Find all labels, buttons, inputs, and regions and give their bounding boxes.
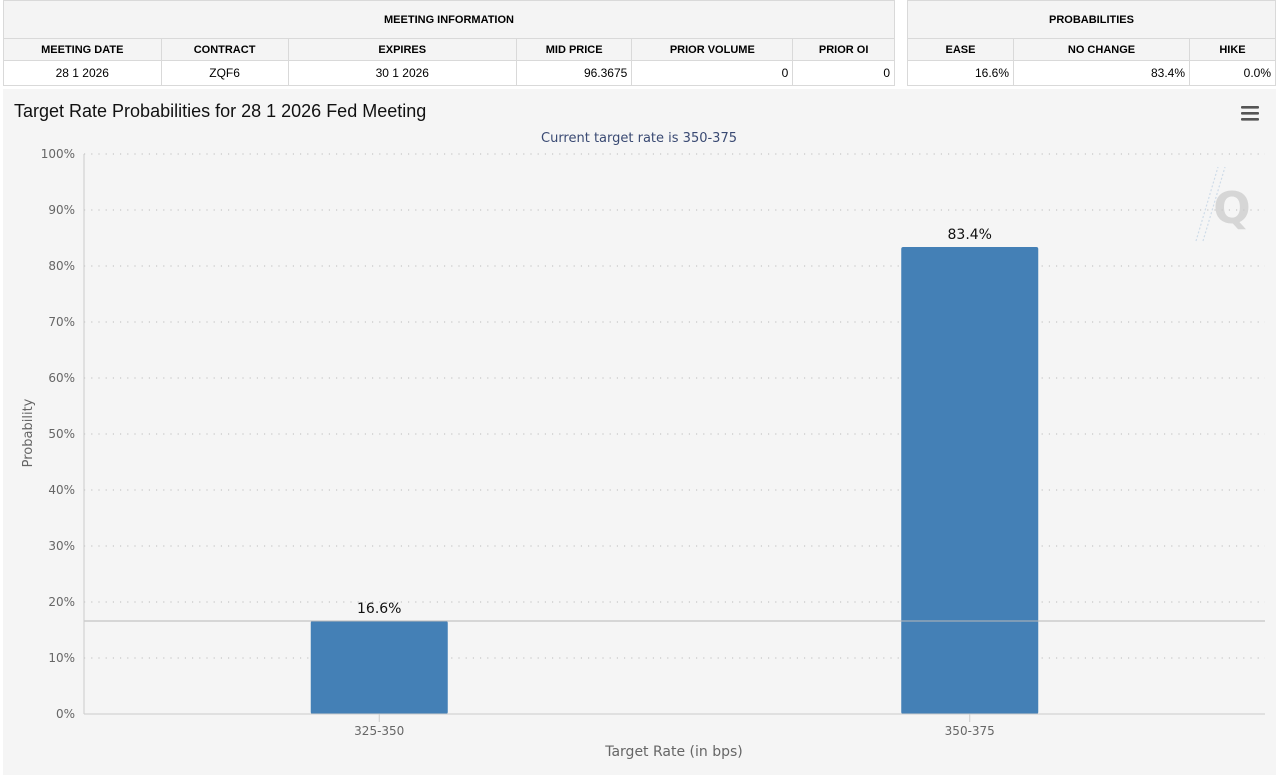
probabilities-header: PROBABILITIES	[907, 0, 1276, 39]
col-ease: EASE	[907, 38, 1014, 61]
x-tick-label: 325-350	[354, 724, 404, 738]
meeting-information-header: MEETING INFORMATION	[3, 0, 895, 39]
y-tick-label: 20%	[48, 595, 75, 609]
col-prior-volume: PRIOR VOLUME	[631, 38, 794, 61]
col-meeting-date: MEETING DATE	[3, 38, 162, 61]
table-row: 28 1 2026 ZQF6 30 1 2026 96.3675 0 0	[3, 60, 895, 86]
no-change-cell: 83.4%	[1013, 60, 1190, 86]
ease-cell: 16.6%	[907, 60, 1014, 86]
y-tick-label: 0%	[56, 707, 75, 721]
y-tick-label: 40%	[48, 483, 75, 497]
y-tick-label: 50%	[48, 427, 75, 441]
col-contract: CONTRACT	[160, 38, 289, 61]
chart-title: Target Rate Probabilities for 28 1 2026 …	[14, 101, 426, 121]
col-hike: HIKE	[1189, 38, 1276, 61]
contract-cell: ZQF6	[160, 60, 289, 86]
mid-price-cell: 96.3675	[515, 60, 633, 86]
q-logo-watermark: Q	[1195, 166, 1251, 242]
expires-cell: 30 1 2026	[287, 60, 517, 86]
chart-menu-icon[interactable]	[1236, 103, 1264, 125]
prior-volume-cell: 0	[631, 60, 794, 86]
meeting-information-table: MEETING INFORMATION MEETING DATE CONTRAC…	[3, 0, 895, 86]
y-tick-label: 70%	[48, 315, 75, 329]
q-logo-letter: Q	[1213, 183, 1250, 234]
prior-oi-cell: 0	[792, 60, 895, 86]
hike-cell: 0.0%	[1189, 60, 1276, 86]
y-tick-label: 90%	[48, 203, 75, 217]
col-mid-price: MID PRICE	[515, 38, 633, 61]
y-tick-label: 80%	[48, 259, 75, 273]
bar	[310, 621, 448, 714]
probability-chart: Target Rate Probabilities for 28 1 2026 …	[14, 101, 1265, 760]
y-tick-label: 10%	[48, 651, 75, 665]
table-row: 16.6% 83.4% 0.0%	[907, 60, 1276, 86]
bar	[901, 246, 1039, 714]
x-axis-label: Target Rate (in bps)	[604, 744, 743, 760]
col-prior-oi: PRIOR OI	[792, 38, 895, 61]
col-expires: EXPIRES	[287, 38, 517, 61]
y-tick-label: 30%	[48, 539, 75, 553]
chart-subtitle: Current target rate is 350-375	[541, 131, 737, 146]
bar-data-label: 16.6%	[357, 601, 401, 617]
bar-data-label: 83.4%	[948, 227, 992, 243]
meeting-date-cell: 28 1 2026	[3, 60, 162, 86]
x-tick-label: 350-375	[945, 724, 995, 738]
y-axis-label: Probability	[21, 398, 36, 467]
y-tick-label: 60%	[48, 371, 75, 385]
probabilities-table: PROBABILITIES EASE NO CHANGE HIKE 16.6% …	[907, 0, 1276, 86]
chart-panel: Target Rate Probabilities for 28 1 2026 …	[3, 89, 1276, 775]
y-tick-label: 100%	[41, 147, 75, 161]
col-no-change: NO CHANGE	[1013, 38, 1190, 61]
